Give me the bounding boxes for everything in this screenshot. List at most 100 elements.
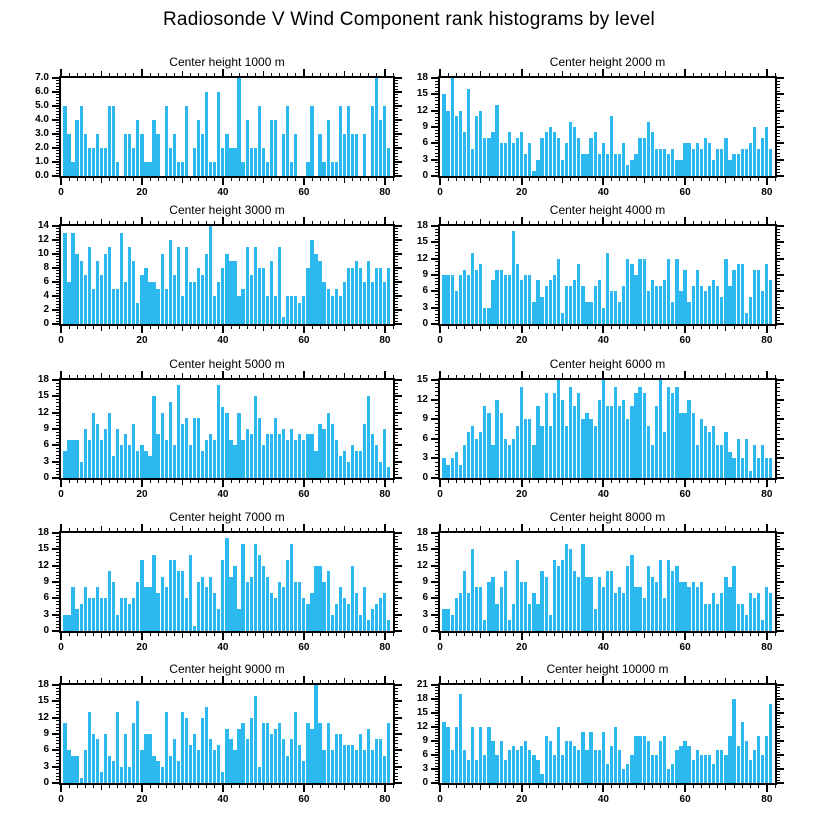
y-tick-label: 1.0 (35, 156, 49, 167)
histogram-bar (569, 121, 573, 176)
x-tick (758, 326, 760, 329)
x-tick (173, 528, 175, 531)
histogram-bar (132, 723, 136, 783)
histogram-bar (367, 261, 371, 324)
histogram-bar (703, 137, 708, 176)
y-tick (395, 765, 402, 768)
x-tick (709, 528, 711, 531)
x-tick (181, 178, 183, 183)
y-tick (395, 568, 398, 570)
y-tick (777, 383, 780, 385)
histogram-bar (446, 727, 450, 783)
y-tick (395, 558, 398, 560)
histogram-bar (164, 106, 168, 176)
x-tick (335, 221, 337, 224)
x-tick (125, 73, 127, 76)
y-tick (52, 161, 59, 163)
x-tick (140, 480, 143, 487)
y-tick-label: 12 (416, 104, 428, 116)
histogram-bar (683, 143, 687, 176)
histogram-bar (124, 134, 128, 176)
histogram-bar (330, 614, 334, 631)
x-tick (586, 375, 588, 378)
x-tick (271, 73, 273, 76)
x-tick (545, 221, 547, 224)
y-tick (52, 782, 59, 784)
histogram-bar (277, 247, 282, 324)
histogram-bar (601, 587, 605, 631)
y-tick (431, 581, 438, 583)
x-tick (684, 633, 687, 640)
x-tick (692, 480, 694, 483)
histogram-bar (67, 134, 71, 176)
subplot-center-height-4000-m: Center height 4000 m 0 20 40 60 80 0 3 6 9 12 15 18 (417, 203, 784, 346)
y-tick (777, 465, 780, 467)
x-tick-label: 40 (217, 187, 229, 198)
histogram-bar (290, 162, 294, 176)
histogram-bar (622, 143, 626, 176)
x-tick (343, 678, 345, 683)
y-tick (56, 769, 59, 771)
y-tick (777, 548, 784, 551)
x-tick (513, 480, 515, 483)
histogram-bar (638, 386, 642, 478)
x-tick-label: 40 (217, 794, 229, 805)
x-tick (76, 326, 78, 329)
x-tick (692, 680, 694, 683)
histogram-bar (286, 439, 290, 478)
x-tick (392, 73, 394, 76)
x-tick (611, 785, 613, 788)
histogram-bar (524, 419, 528, 478)
y-tick (395, 571, 398, 573)
x-tick (660, 785, 662, 788)
histogram-bar (249, 576, 253, 631)
x-tick (725, 526, 727, 531)
histogram-bar (148, 162, 152, 176)
subplot-title: Center height 4000 m (549, 203, 666, 217)
histogram-bar (581, 543, 585, 631)
y-tick (431, 175, 438, 177)
x-tick (117, 680, 119, 683)
histogram-bar (358, 614, 363, 631)
y-tick (56, 408, 59, 410)
histogram-bar (626, 565, 630, 631)
y-tick (395, 746, 398, 748)
y-tick (56, 578, 59, 580)
y-tick (777, 581, 784, 583)
x-tick-label: 80 (761, 335, 773, 346)
x-tick (537, 221, 539, 224)
y-tick-label: 6 (43, 744, 49, 756)
y-tick (56, 275, 59, 277)
x-tick (594, 326, 596, 329)
y-tick (777, 303, 780, 305)
histogram-bar (99, 439, 104, 478)
histogram-bar (736, 438, 740, 478)
x-tick (765, 785, 768, 792)
x-tick (190, 178, 192, 181)
x-tick (125, 680, 127, 683)
x-tick (570, 633, 572, 636)
x-tick (651, 221, 653, 224)
y-tick (777, 723, 780, 725)
histogram-bar (387, 148, 391, 176)
x-tick (504, 633, 506, 636)
x-tick (602, 785, 605, 792)
y-tick (777, 695, 780, 697)
x-tick (335, 528, 337, 531)
histogram-bar (245, 120, 249, 176)
x-tick (92, 528, 94, 531)
x-tick (529, 326, 531, 329)
histogram-bar (160, 254, 164, 324)
x-tick (287, 375, 289, 378)
x-tick (335, 480, 337, 483)
y-tick (435, 313, 438, 315)
y-tick-label: 18 (416, 220, 428, 231)
histogram-bar (330, 423, 334, 478)
y-tick (777, 746, 780, 748)
histogram-bar (265, 576, 270, 631)
y-tick (777, 740, 784, 742)
x-tick (529, 785, 531, 788)
x-tick-label: 20 (136, 489, 148, 500)
x-tick (660, 178, 662, 181)
x-tick (668, 633, 670, 636)
